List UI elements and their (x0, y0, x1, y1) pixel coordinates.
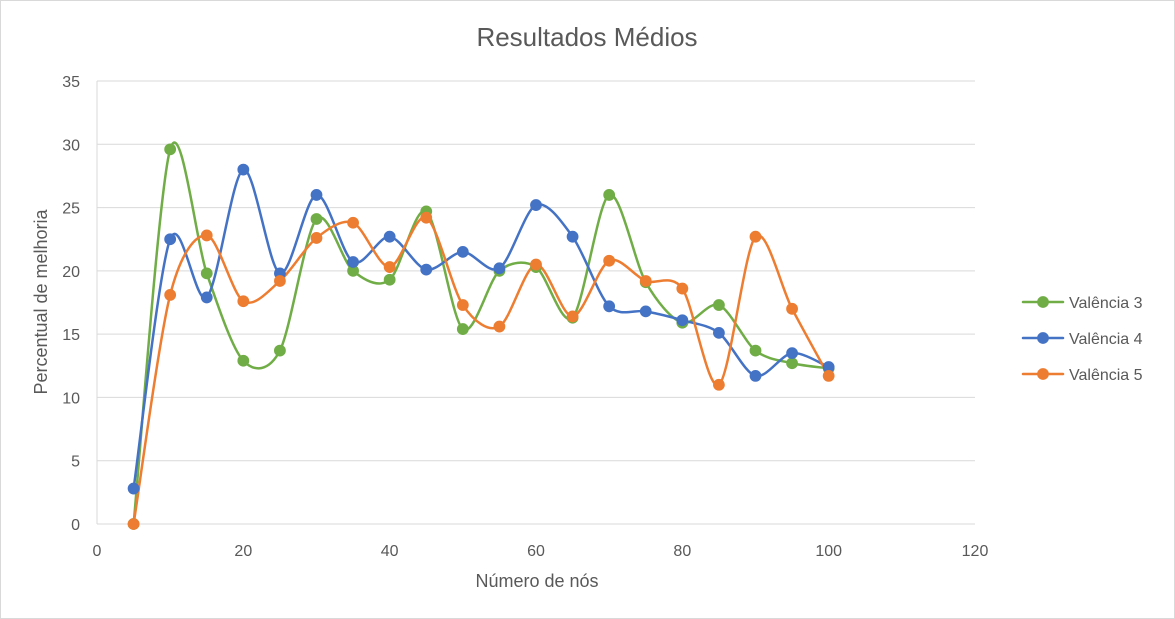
y-tick-label: 10 (62, 390, 80, 407)
series-3-point (749, 230, 762, 243)
series-2-point (639, 305, 652, 318)
legend-label-2: Valência 4 (1069, 331, 1143, 348)
series-1-point (786, 357, 798, 370)
series-1-point (383, 273, 396, 286)
x-tick-labels: 0 20 40 60 80 100 120 (93, 543, 989, 560)
series-2-point (237, 163, 250, 176)
series-2-point (530, 199, 542, 211)
series-2-point (603, 300, 616, 313)
y-tick-label: 0 (71, 517, 80, 534)
series-1-point (237, 354, 250, 367)
series-2-point (127, 482, 140, 495)
series-2-point (310, 189, 323, 201)
y-tick-label: 5 (71, 454, 80, 471)
series-2-point (749, 370, 762, 382)
series-markers (127, 143, 835, 530)
series-1-point (164, 143, 177, 156)
series-1-point (713, 299, 725, 311)
series-3-point (639, 275, 652, 287)
legend-marker-1 (1037, 296, 1049, 308)
x-tick-label: 60 (527, 543, 545, 560)
series-3-point (676, 282, 689, 295)
series-line-3 (132, 216, 830, 526)
series-3-point (603, 254, 616, 267)
series-2-point (676, 314, 689, 327)
series-1-point (200, 267, 213, 280)
legend-marker-3 (1037, 368, 1049, 380)
legend-marker-2 (1037, 332, 1049, 344)
series-line-2 (132, 168, 830, 490)
series-3-point (127, 518, 140, 530)
legend-label-1: Valência 3 (1069, 295, 1143, 312)
series-2-point (493, 262, 506, 275)
grid-lines (96, 80, 975, 525)
legend-label-3: Valência 5 (1069, 367, 1143, 384)
x-tick-label: 80 (673, 543, 691, 560)
y-tick-label: 20 (62, 264, 80, 281)
series-3-point (530, 258, 542, 271)
x-tick-label: 100 (815, 543, 842, 560)
series-2-point (347, 256, 359, 268)
series-3-point (456, 299, 469, 311)
series-3-point (274, 275, 286, 287)
series-3-point (713, 378, 725, 391)
y-axis-label: Percentual de melhoria (31, 208, 51, 394)
series-3-point (200, 229, 213, 242)
x-tick-label: 20 (234, 543, 252, 560)
series-3-point (566, 310, 579, 323)
series-2-point (200, 291, 213, 304)
y-tick-label: 30 (62, 137, 80, 154)
series-3-point (822, 370, 835, 382)
series-2-point (456, 245, 469, 258)
series-2-point (786, 347, 798, 360)
y-tick-label: 35 (62, 74, 80, 91)
series-3-point (310, 232, 323, 244)
series-2-point (164, 233, 177, 246)
series-2-point (566, 230, 579, 243)
series-3-point (383, 261, 396, 273)
series-3-point (786, 302, 798, 315)
series-3-point (347, 216, 359, 229)
series-3-point (164, 289, 177, 301)
x-tick-label: 0 (93, 543, 102, 560)
x-tick-label: 120 (962, 543, 989, 560)
series-1-point (274, 344, 286, 357)
legend: Valência 3 Valência 4 Valência 5 (1021, 295, 1143, 384)
series-1-point (310, 213, 323, 225)
y-tick-labels: 0 5 10 15 20 25 30 35 (62, 74, 80, 534)
series-3-point (237, 295, 250, 308)
series-2-point (383, 230, 396, 243)
series-2-point (713, 326, 725, 339)
y-tick-label: 25 (62, 201, 80, 218)
y-tick-label: 15 (62, 327, 80, 344)
chart-title: Resultados Médios (476, 22, 697, 52)
series-1-point (749, 344, 762, 357)
x-axis-label: Número de nós (475, 571, 598, 591)
series-2-point (420, 263, 433, 276)
series-1-point (456, 323, 469, 335)
series-3-point (493, 320, 506, 333)
series-1-point (603, 189, 616, 201)
x-tick-label: 40 (381, 543, 399, 560)
series-3-point (420, 211, 433, 224)
